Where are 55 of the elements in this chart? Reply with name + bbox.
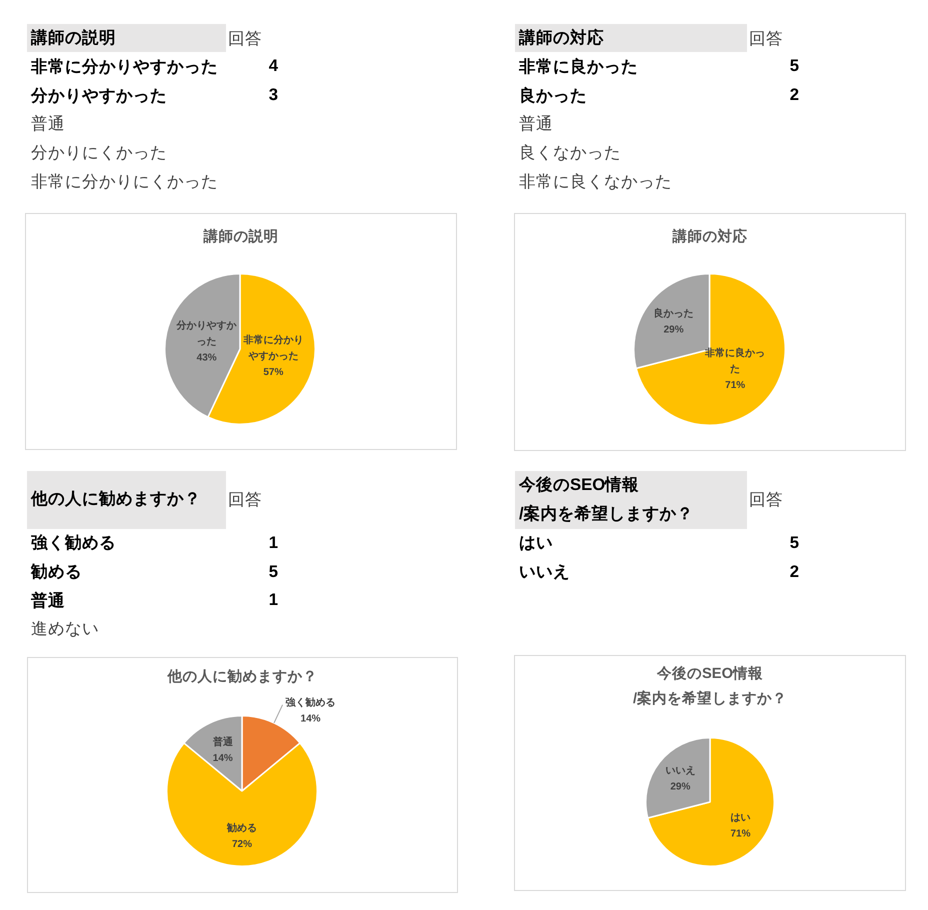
slice-label: はい bbox=[730, 812, 750, 824]
category-label: 普通 bbox=[518, 113, 553, 136]
chart-title: 講師の対応 bbox=[671, 227, 748, 246]
data-label: 5 bbox=[788, 55, 799, 78]
text: 回答 bbox=[228, 28, 262, 50]
text: 講師の対応 bbox=[515, 24, 747, 52]
text: 他の人に勧めますか？ bbox=[27, 471, 226, 528]
category-label: 普通 bbox=[30, 113, 65, 136]
category-label: 非常に分かりやすかった bbox=[30, 56, 218, 78]
data-label: 3 bbox=[268, 84, 278, 106]
data-label: 2 bbox=[788, 560, 799, 583]
data-label: 2 bbox=[788, 84, 799, 106]
category-label: いいえ bbox=[518, 561, 570, 584]
chart-title: 講師の説明 bbox=[202, 228, 280, 246]
data-label: 5 bbox=[788, 532, 799, 554]
category-label: 非常に良かった bbox=[518, 56, 638, 78]
text: 今後のSEO情報 /案内を希望しますか？ bbox=[515, 471, 747, 528]
category-label: はい bbox=[518, 532, 553, 554]
slice-label: 良かった bbox=[654, 307, 694, 320]
slice-label: 分かりやすかった bbox=[176, 319, 238, 348]
data-label: 5 bbox=[268, 560, 278, 583]
data-label: 4 bbox=[268, 55, 278, 78]
data-label: 1 bbox=[268, 589, 278, 612]
chart-title: 今後のSEO情報 /案内を希望しますか？ bbox=[632, 664, 788, 708]
category-label: 勧める bbox=[30, 561, 82, 584]
data-label: 1 bbox=[268, 532, 278, 554]
text: 回答 bbox=[228, 489, 262, 512]
text: 回答 bbox=[749, 489, 783, 512]
category-label: 分かりにくかった bbox=[30, 142, 167, 164]
data-label: 29% bbox=[670, 782, 690, 793]
category-label: 非常に分かりにくかった bbox=[30, 170, 218, 193]
data-label: 57% bbox=[263, 367, 284, 378]
data-label: 29% bbox=[664, 324, 684, 336]
text: 回答 bbox=[749, 28, 783, 50]
category-label: 良かった bbox=[518, 84, 587, 107]
category-label: 強く勧める bbox=[30, 532, 116, 554]
data-label: 14% bbox=[212, 752, 233, 764]
slice-label: 非常に良かった bbox=[704, 347, 766, 376]
slice-label: 勧める bbox=[226, 822, 257, 834]
text: 講師の説明 bbox=[27, 24, 226, 52]
category-label: 良くなかった bbox=[518, 142, 621, 164]
data-label: 72% bbox=[232, 838, 252, 850]
data-label: 71% bbox=[725, 380, 746, 392]
category-label: 進めない bbox=[30, 618, 99, 640]
slice-label: 強く勧める bbox=[286, 696, 336, 709]
slice-label: 非常に分かりやすかった bbox=[242, 334, 304, 362]
data-label: 43% bbox=[196, 352, 217, 364]
category-label: 普通 bbox=[30, 590, 65, 612]
data-label: 14% bbox=[300, 714, 321, 725]
chart-title: 他の人に勧めますか？ bbox=[166, 668, 318, 686]
category-label: 分かりやすかった bbox=[30, 84, 167, 107]
category-label: 非常に良くなかった bbox=[518, 170, 672, 193]
data-label: 71% bbox=[730, 828, 751, 840]
slice-label: 普通 bbox=[212, 736, 234, 748]
slice-label: いいえ bbox=[665, 766, 696, 777]
